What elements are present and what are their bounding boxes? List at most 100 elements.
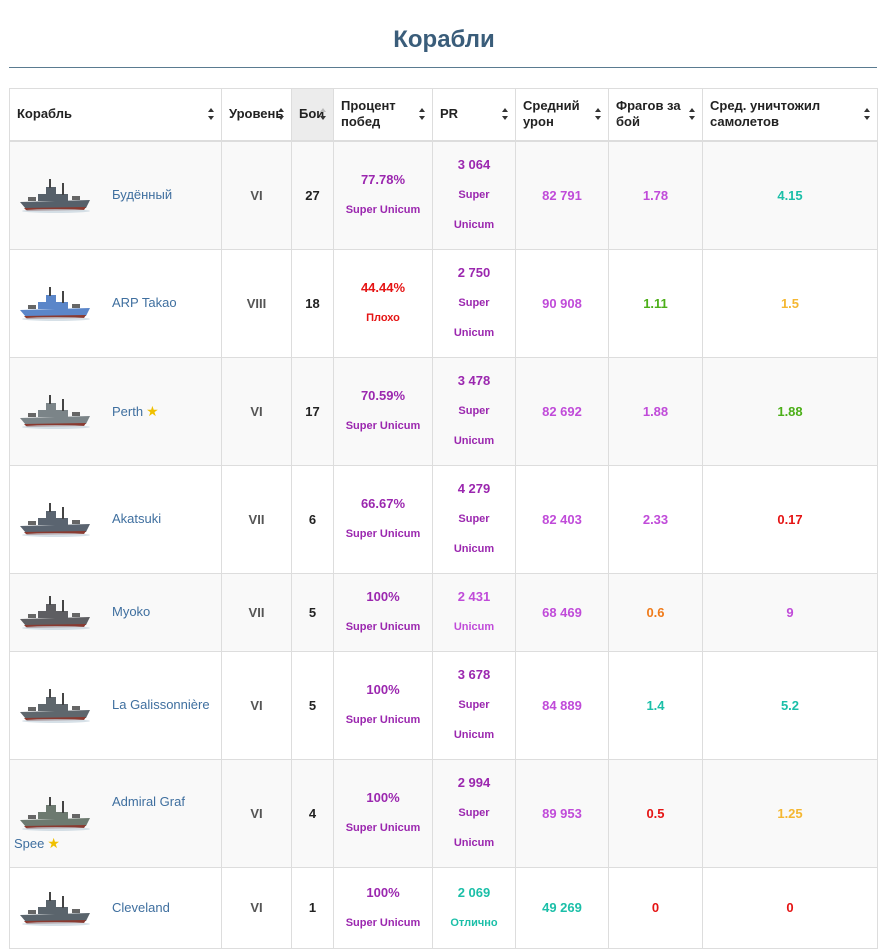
sort-icon [208,108,215,121]
damage-cell: 68 469 [515,572,609,652]
winrate-value: 66.67% [360,496,406,511]
winrate-rating-label: Super Unicum [345,621,421,633]
ship-cell: Admiral Graf Spee ★ [9,758,222,868]
pr-value: 2 750 [457,265,491,280]
table-row: ARP Takao VIII 18 44.44% Плохо 2 750 Super Unic… [9,248,878,358]
ship-cell: Akatsuki [9,464,222,574]
frags-cell: 1.4 [608,650,703,760]
column-header-frags[interactable]: Фрагов за бой [608,88,703,142]
pr-cell: 3 478 Super Unicum [432,356,516,466]
pr-value: 2 069 [457,884,491,900]
damage-cell: 90 908 [515,248,609,358]
column-header-ship[interactable]: Корабль [9,88,222,142]
column-header-winrate[interactable]: Процент побед [333,88,433,142]
sort-icon [502,108,509,121]
pr-value: 3 678 [457,667,491,682]
ship-name-link-continued[interactable]: Spee ★ [14,835,60,851]
winrate-value: 70.59% [360,388,406,403]
sort-icon [595,108,602,121]
column-header-pr[interactable]: PR [432,88,516,142]
ship-name-link[interactable]: ARP Takao [112,295,177,310]
ship-name-link[interactable]: Myoko [112,604,151,619]
battles-cell: 5 [291,650,334,760]
ship-name-link[interactable]: Cleveland [112,899,170,915]
winrate-rating-label: Super Unicum [345,528,421,540]
tier-cell: VI [221,866,292,949]
pr-rating-label: Super Unicum [453,513,495,555]
battles-cell: 27 [291,140,334,250]
winrate-cell: 70.59% Super Unicum [333,356,433,466]
pr-rating-label: Super Unicum [453,807,495,849]
ship-name-link[interactable]: Будённый [112,187,173,202]
table-row: Будённый VI 27 77.78% Super Unicum 3 064 Super… [9,140,878,250]
star-icon: ★ [146,403,159,419]
planes-cell: 5.2 [702,650,878,760]
column-header-planes[interactable]: Сред. уничтожил самолетов [702,88,878,142]
column-header-battles[interactable]: Бои [291,88,334,142]
pr-value: 3 478 [457,373,491,388]
damage-cell: 49 269 [515,866,609,949]
winrate-rating-label: Super Unicum [345,204,421,216]
pr-cell: 2 750 Super Unicum [432,248,516,358]
planes-cell: 4.15 [702,140,878,250]
title-divider [9,67,877,68]
ship-thumbnail [18,592,94,632]
damage-cell: 82 791 [515,140,609,250]
frags-cell: 1.11 [608,248,703,358]
ship-thumbnail [18,888,94,928]
tier-cell: VII [221,572,292,652]
ship-cell: La Galissonnière [9,650,222,760]
pr-cell: 3 678 Super Unicum [432,650,516,760]
ship-cell: Cleveland [9,866,222,949]
winrate-cell: 100% Super Unicum [333,758,433,868]
planes-cell: 1.88 [702,356,878,466]
winrate-value: 100% [366,884,400,900]
ship-name-link[interactable]: Akatsuki [112,511,162,526]
page-title: Корабли [393,26,495,53]
planes-cell: 1.5 [702,248,878,358]
table-row: Perth ★ VI 17 70.59% Super Unicum 3 478 Super Un… [9,356,878,466]
planes-cell: 0.17 [702,464,878,574]
ship-name-link[interactable]: Perth ★ [112,403,159,419]
frags-cell: 0.5 [608,758,703,868]
sort-icon [278,108,285,121]
ship-name-link[interactable]: Admiral Graf [112,794,185,809]
winrate-cell: 77.78% Super Unicum [333,140,433,250]
pr-cell: 2 431 Unicum [432,572,516,652]
ship-cell: Perth ★ [9,356,222,466]
battles-cell: 18 [291,248,334,358]
column-header-damage[interactable]: Средний урон [515,88,609,142]
pr-rating-label: Super Unicum [453,297,495,339]
pr-rating-label: Отлично [450,916,498,929]
ship-thumbnail [18,793,94,833]
column-header-tier[interactable]: Уровень [221,88,292,142]
ship-thumbnail [18,391,94,431]
pr-cell: 4 279 Super Unicum [432,464,516,574]
pr-rating-label: Super Unicum [453,405,495,447]
damage-cell: 84 889 [515,650,609,760]
winrate-rating-label: Плохо [366,312,400,324]
planes-cell: 1.25 [702,758,878,868]
pr-value: 2 431 [457,589,491,604]
ship-cell: Будённый [9,140,222,250]
winrate-value: 100% [366,682,400,697]
ship-thumbnail [18,685,94,725]
planes-cell: 9 [702,572,878,652]
ship-cell: ARP Takao [9,248,222,358]
winrate-cell: 44.44% Плохо [333,248,433,358]
sort-icon [419,108,426,121]
tier-cell: VIII [221,248,292,358]
frags-cell: 0.6 [608,572,703,652]
winrate-cell: 100% Super Unicum [333,572,433,652]
ship-name-link[interactable]: La Galissonnière [112,697,210,712]
pr-rating-label: Super Unicum [453,189,495,231]
battles-cell: 5 [291,572,334,652]
pr-value: 3 064 [457,157,491,172]
ship-thumbnail [18,499,94,539]
winrate-cell: 66.67% Super Unicum [333,464,433,574]
tier-cell: VI [221,356,292,466]
ship-thumbnail [18,283,94,323]
battles-cell: 4 [291,758,334,868]
frags-cell: 1.88 [608,356,703,466]
damage-cell: 82 692 [515,356,609,466]
